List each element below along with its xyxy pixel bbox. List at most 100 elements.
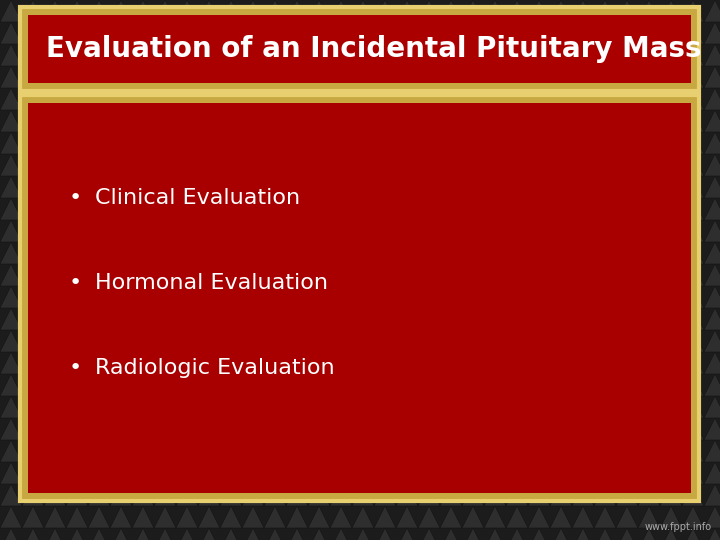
Polygon shape: [242, 44, 264, 66]
Polygon shape: [550, 440, 572, 462]
Polygon shape: [154, 286, 176, 308]
Polygon shape: [572, 418, 594, 440]
Polygon shape: [308, 198, 330, 220]
Polygon shape: [594, 352, 616, 374]
Polygon shape: [704, 286, 720, 308]
Polygon shape: [682, 308, 704, 330]
Polygon shape: [528, 484, 550, 506]
Polygon shape: [154, 176, 176, 198]
Polygon shape: [286, 198, 308, 220]
Polygon shape: [132, 198, 154, 220]
Polygon shape: [176, 506, 198, 528]
Polygon shape: [44, 506, 66, 528]
Polygon shape: [484, 418, 506, 440]
Polygon shape: [0, 308, 22, 330]
Polygon shape: [66, 220, 88, 242]
Polygon shape: [0, 396, 22, 418]
Polygon shape: [352, 242, 374, 264]
Polygon shape: [616, 396, 638, 418]
Polygon shape: [484, 22, 506, 44]
Polygon shape: [0, 198, 22, 220]
Polygon shape: [88, 330, 110, 352]
Polygon shape: [330, 22, 352, 44]
Polygon shape: [242, 132, 264, 154]
Polygon shape: [308, 462, 330, 484]
Polygon shape: [264, 0, 286, 22]
Polygon shape: [66, 528, 88, 540]
Polygon shape: [374, 44, 396, 66]
Polygon shape: [308, 374, 330, 396]
Polygon shape: [286, 440, 308, 462]
Polygon shape: [286, 506, 308, 528]
Text: Clinical Evaluation: Clinical Evaluation: [95, 188, 300, 208]
Text: www.fppt.info: www.fppt.info: [645, 522, 712, 532]
Polygon shape: [66, 506, 88, 528]
Polygon shape: [0, 220, 22, 242]
Polygon shape: [44, 154, 66, 176]
Polygon shape: [550, 308, 572, 330]
Polygon shape: [506, 88, 528, 110]
Polygon shape: [88, 418, 110, 440]
Polygon shape: [308, 330, 330, 352]
Polygon shape: [264, 506, 286, 528]
Polygon shape: [198, 330, 220, 352]
Polygon shape: [440, 506, 462, 528]
Polygon shape: [550, 418, 572, 440]
Polygon shape: [352, 176, 374, 198]
Polygon shape: [264, 22, 286, 44]
Polygon shape: [0, 374, 22, 396]
Polygon shape: [660, 374, 682, 396]
Polygon shape: [682, 352, 704, 374]
Polygon shape: [550, 132, 572, 154]
Polygon shape: [550, 374, 572, 396]
Polygon shape: [528, 286, 550, 308]
Polygon shape: [506, 484, 528, 506]
Polygon shape: [154, 220, 176, 242]
Polygon shape: [572, 44, 594, 66]
Polygon shape: [396, 0, 418, 22]
Polygon shape: [220, 154, 242, 176]
Polygon shape: [616, 0, 638, 22]
Polygon shape: [242, 154, 264, 176]
Polygon shape: [154, 418, 176, 440]
Polygon shape: [572, 396, 594, 418]
Polygon shape: [352, 396, 374, 418]
Polygon shape: [616, 242, 638, 264]
Polygon shape: [594, 66, 616, 88]
Text: •: •: [68, 358, 81, 378]
Polygon shape: [0, 352, 22, 374]
Polygon shape: [484, 264, 506, 286]
Polygon shape: [418, 198, 440, 220]
Polygon shape: [330, 484, 352, 506]
Polygon shape: [484, 0, 506, 22]
Polygon shape: [638, 0, 660, 22]
Polygon shape: [638, 330, 660, 352]
Polygon shape: [176, 22, 198, 44]
Polygon shape: [198, 110, 220, 132]
Polygon shape: [462, 440, 484, 462]
Polygon shape: [418, 462, 440, 484]
Polygon shape: [660, 44, 682, 66]
Polygon shape: [220, 66, 242, 88]
Polygon shape: [198, 418, 220, 440]
Polygon shape: [220, 198, 242, 220]
Polygon shape: [88, 308, 110, 330]
Polygon shape: [506, 110, 528, 132]
Polygon shape: [440, 418, 462, 440]
Polygon shape: [616, 418, 638, 440]
Polygon shape: [88, 0, 110, 22]
Polygon shape: [396, 132, 418, 154]
Polygon shape: [110, 66, 132, 88]
Polygon shape: [44, 132, 66, 154]
Polygon shape: [22, 88, 44, 110]
Polygon shape: [264, 528, 286, 540]
Bar: [28, 103, 691, 493]
Polygon shape: [550, 110, 572, 132]
Polygon shape: [506, 286, 528, 308]
Polygon shape: [286, 176, 308, 198]
Polygon shape: [242, 264, 264, 286]
Polygon shape: [616, 528, 638, 540]
Polygon shape: [242, 374, 264, 396]
Polygon shape: [66, 462, 88, 484]
Polygon shape: [506, 242, 528, 264]
